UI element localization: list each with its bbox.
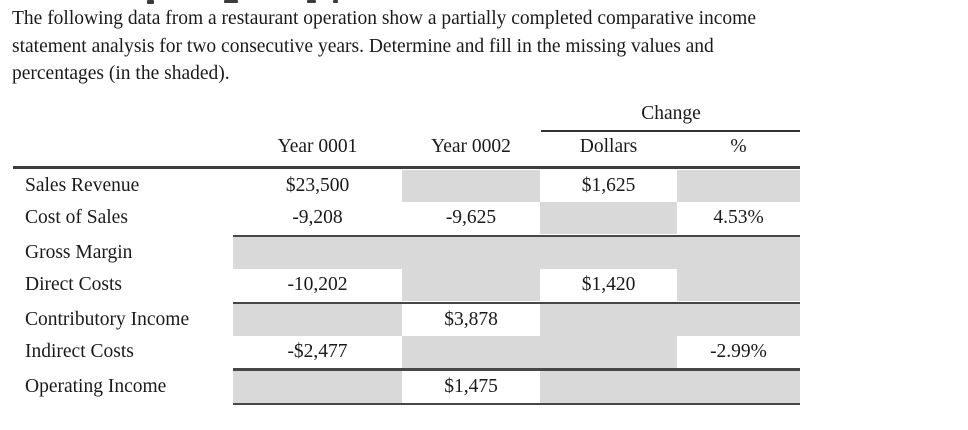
- cell-year2-value: -9,625: [445, 207, 497, 228]
- table-header-rule: [13, 166, 800, 169]
- blank-shaded-cell: [540, 237, 677, 269]
- problem-statement: The following data from a restaurant ope…: [12, 5, 912, 88]
- table-row-gross-margin: Gross Margin: [13, 237, 800, 269]
- row-label: Indirect Costs: [25, 341, 134, 362]
- row-label: Direct Costs: [25, 274, 122, 295]
- change-group-header: Change: [641, 103, 701, 124]
- cropped-line-fragment: [224, 0, 238, 3]
- table-bottom-rule: [233, 402, 800, 405]
- column-header-year-0001: Year 0001: [277, 136, 358, 157]
- blank-shaded-cell: [402, 237, 540, 269]
- cell-dollars-value: $1,625: [581, 175, 636, 196]
- table-row-sales-revenue: Sales Revenue $23,500 $1,625: [13, 170, 800, 202]
- cropped-line-fragment: [307, 0, 316, 3]
- blank-shaded-cell: [233, 370, 402, 403]
- blank-shaded-cell: [540, 304, 677, 336]
- table-row-direct-costs: Direct Costs -10,202 $1,420: [13, 269, 800, 301]
- blank-shaded-cell: [402, 170, 540, 202]
- cell-dollars-value: $1,420: [581, 274, 636, 295]
- column-header-year-0002: Year 0002: [431, 136, 511, 157]
- row-label: Gross Margin: [25, 242, 133, 263]
- blank-shaded-cell: [402, 336, 540, 368]
- cropped-line-fragment: [147, 0, 154, 4]
- blank-shaded-cell: [540, 336, 677, 368]
- row-label: Sales Revenue: [25, 175, 140, 196]
- problem-statement-line-2: statement analysis for two consecutive y…: [12, 35, 714, 57]
- column-header-dollars: Dollars: [579, 136, 638, 157]
- blank-shaded-cell: [233, 304, 402, 336]
- row-label: Cost of Sales: [25, 207, 128, 228]
- blank-shaded-cell: [677, 170, 800, 202]
- section-rule: [233, 301, 800, 304]
- cell-year1-value: $23,500: [285, 175, 350, 196]
- row-label: Operating Income: [25, 375, 167, 397]
- cell-year1-value: -9,208: [292, 207, 343, 228]
- cell-year2-value: $3,878: [444, 309, 498, 330]
- blank-shaded-cell: [677, 237, 800, 269]
- blank-shaded-cell: [402, 269, 540, 301]
- blank-shaded-cell: [233, 237, 402, 269]
- cell-percent-value: 4.53%: [713, 207, 764, 228]
- cell-percent-value: -2.99%: [710, 341, 767, 362]
- section-rule: [233, 368, 800, 371]
- problem-statement-line-3: percentages (in the shaded).: [12, 63, 230, 84]
- blank-shaded-cell: [540, 370, 677, 403]
- blank-shaded-cell: [540, 202, 677, 234]
- blank-shaded-cell: [677, 269, 800, 301]
- cell-year2-value: $1,475: [444, 375, 498, 397]
- column-header-percent: %: [730, 136, 747, 157]
- table-row-indirect-costs: Indirect Costs -$2,477 -2.99%: [13, 336, 800, 368]
- problem-statement-line-1: The following data from a restaurant ope…: [12, 8, 756, 29]
- blank-shaded-cell: [677, 304, 800, 336]
- cell-year1-value: -10,202: [287, 274, 348, 295]
- cropped-line-fragment: [333, 0, 338, 3]
- table-row-cost-of-sales: Cost of Sales -9,208 -9,625 4.53%: [13, 202, 800, 234]
- table-row-operating-income: Operating Income $1,475: [13, 370, 800, 403]
- row-label: Contributory Income: [25, 309, 190, 330]
- cell-year1-value: -$2,477: [287, 341, 348, 362]
- change-group-underline: [541, 130, 800, 132]
- table-row-contributory-income: Contributory Income $3,878: [13, 304, 800, 336]
- blank-shaded-cell: [677, 370, 800, 403]
- section-rule: [233, 234, 800, 237]
